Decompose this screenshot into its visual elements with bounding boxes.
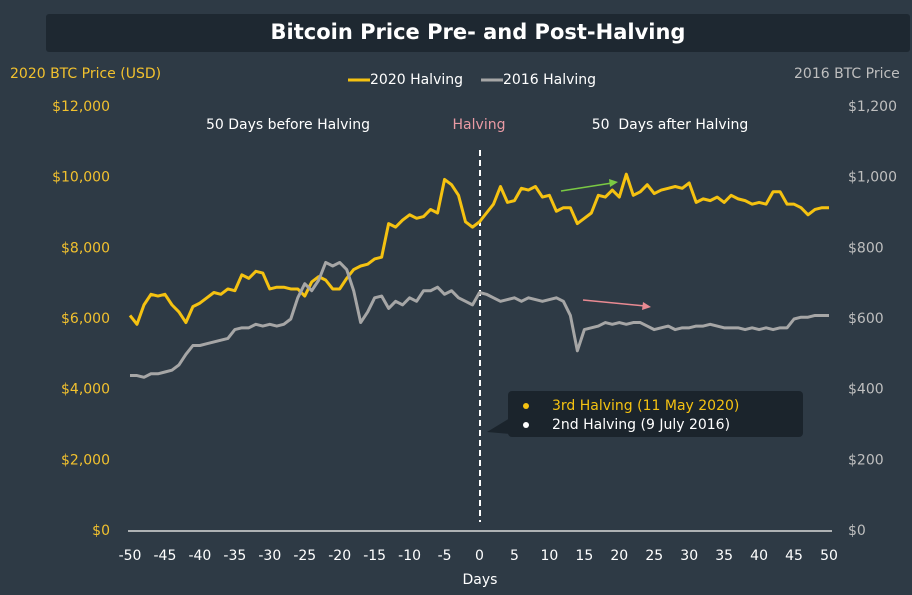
- y2-tick-label: $0: [848, 523, 866, 539]
- x-tick-label: 30: [680, 548, 698, 564]
- x-tick-label: 10: [540, 548, 558, 564]
- x-tick-label: 25: [645, 548, 663, 564]
- y-tick-label: $8,000: [61, 240, 110, 256]
- y-axis-label: 2020 BTC Price (USD): [10, 66, 161, 82]
- annotation: 50 Days before Halving: [206, 117, 370, 133]
- x-tick-label: -10: [398, 548, 421, 564]
- series-line: [128, 172, 829, 326]
- y2-tick-label: $1,200: [848, 99, 897, 115]
- y-tick-label: $4,000: [61, 382, 110, 398]
- y-tick-label: $2,000: [61, 452, 110, 468]
- x-tick-label: -20: [328, 548, 351, 564]
- y2-axis-label: 2016 BTC Price: [794, 66, 900, 82]
- tooltip-text: 3rd Halving (11 May 2020): [552, 398, 739, 414]
- x-tick-label: 35: [715, 548, 733, 564]
- x-tick-label: 0: [475, 548, 484, 564]
- annotation: 50 Days after Halving: [592, 117, 749, 133]
- trend-arrows: [560, 179, 651, 310]
- tooltip: 3rd Halving (11 May 2020) 2nd Halving (9…: [487, 391, 803, 437]
- y-tick-label: $0: [92, 523, 110, 539]
- y-tick-label: $10,000: [52, 170, 110, 186]
- legend-label: 2020 Halving: [370, 72, 463, 88]
- x-axis-label: Days: [463, 572, 498, 588]
- x-tick-label: -5: [438, 548, 452, 564]
- chart-title: Bitcoin Price Pre- and Post-Halving: [271, 20, 686, 44]
- x-tick-label: 15: [575, 548, 593, 564]
- x-tick-label: -45: [154, 548, 177, 564]
- y2-tick-label: $200: [848, 452, 884, 468]
- plot-area: [128, 172, 829, 379]
- x-tick-label: -40: [188, 548, 211, 564]
- x-tick-label: -35: [223, 548, 246, 564]
- x-tick-label: -50: [119, 548, 142, 564]
- x-tick-label: 50: [820, 548, 838, 564]
- tooltip-text: 2nd Halving (9 July 2016): [552, 417, 730, 433]
- annotation: Halving: [453, 117, 506, 133]
- y2-tick-label: $400: [848, 382, 884, 398]
- x-tick-label: 40: [750, 548, 768, 564]
- y-tick-label: $6,000: [61, 311, 110, 327]
- y2-tick-label: $800: [848, 240, 884, 256]
- x-tick-label: 5: [510, 548, 519, 564]
- legend-label: 2016 Halving: [503, 72, 596, 88]
- title-bar: [46, 14, 910, 52]
- y2-tick-label: $600: [848, 311, 884, 327]
- y2-tick-label: $1,000: [848, 170, 897, 186]
- x-tick-label: 45: [785, 548, 803, 564]
- series-line: [130, 260, 829, 379]
- x-tick-label: 20: [610, 548, 628, 564]
- y-tick-label: $12,000: [52, 99, 110, 115]
- x-tick-label: -30: [258, 548, 281, 564]
- x-tick-label: -25: [293, 548, 316, 564]
- x-tick-label: -15: [363, 548, 386, 564]
